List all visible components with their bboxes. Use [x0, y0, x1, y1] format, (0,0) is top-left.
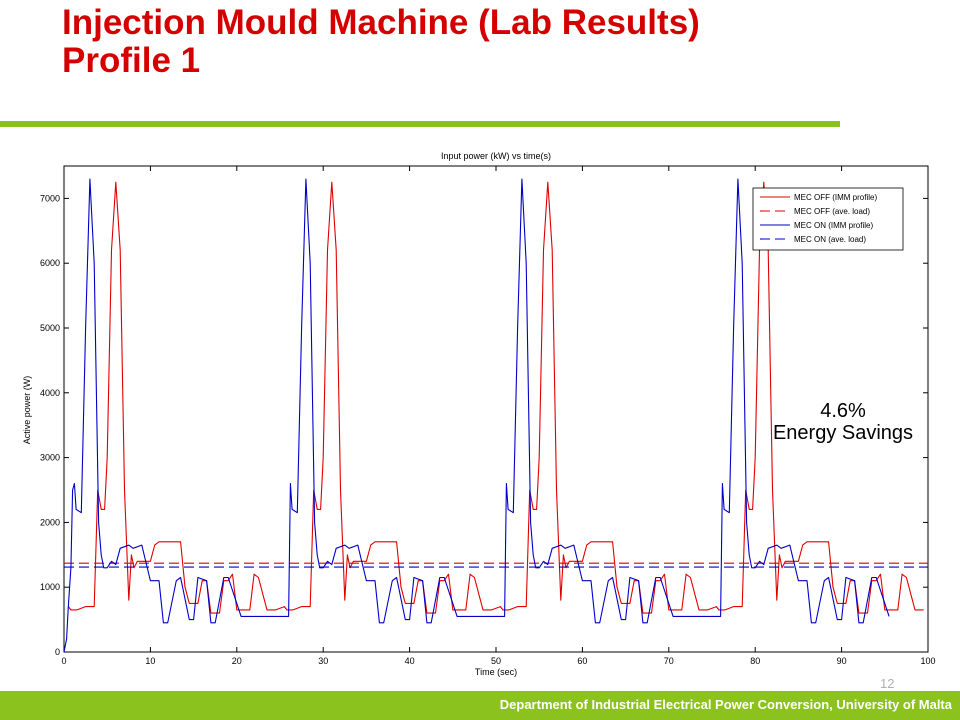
legend-label: MEC ON (ave. load) [794, 235, 866, 244]
y-tick-label: 7000 [40, 193, 60, 203]
x-tick-label: 20 [232, 656, 242, 666]
x-tick-label: 70 [664, 656, 674, 666]
y-tick-label: 5000 [40, 323, 60, 333]
series-layer [64, 178, 928, 652]
savings-percent: 4.6% [820, 400, 866, 422]
y-tick-label: 0 [55, 647, 60, 657]
x-tick-label: 100 [920, 656, 935, 666]
footer-text: Department of Industrial Electrical Powe… [499, 697, 952, 712]
x-tick-label: 60 [577, 656, 587, 666]
y-tick-label: 3000 [40, 453, 60, 463]
legend-label: MEC ON (IMM profile) [794, 221, 873, 230]
slide-title: Injection Mould Machine (Lab Results) Pr… [62, 4, 882, 80]
x-tick-label: 40 [405, 656, 415, 666]
legend-label: MEC OFF (IMM profile) [794, 193, 877, 202]
title-underline [0, 121, 840, 127]
y-axis-label: Active power (W) [22, 376, 32, 445]
x-tick-label: 50 [491, 656, 501, 666]
y-axis-ticks: 0 1000 2000 3000 4000 5000 6000 7000 [40, 193, 928, 657]
x-tick-label: 10 [145, 656, 155, 666]
legend-items: MEC OFF (IMM profile) MEC OFF (ave. load)… [760, 193, 877, 244]
legend-box [752, 187, 904, 251]
y-tick-label: 1000 [40, 582, 60, 592]
chart-legend: MEC OFF (IMM profile) MEC OFF (ave. load)… [752, 187, 904, 251]
slide-title-line-1: Injection Mould Machine (Lab Results) [62, 3, 700, 42]
page-number: 12 [880, 676, 895, 691]
y-tick-label: 2000 [40, 517, 60, 527]
series-mec-on-imm-profile [64, 178, 890, 652]
plot-clip [64, 178, 928, 652]
y-tick-label: 4000 [40, 388, 60, 398]
series-mec-off-imm-profile [67, 181, 924, 614]
savings-label: Energy Savings [773, 422, 913, 444]
legend-label: MEC OFF (ave. load) [794, 207, 870, 216]
x-axis-label: Time (sec) [475, 667, 517, 677]
slide-title-line-2: Profile 1 [62, 41, 201, 80]
x-tick-label: 0 [61, 656, 66, 666]
x-tick-label: 90 [837, 656, 847, 666]
chart-title: Input power (kW) vs time(s) [441, 151, 551, 161]
y-tick-label: 6000 [40, 258, 60, 268]
x-axis-ticks: 0 10 20 30 40 50 60 70 80 90 100 [61, 166, 936, 666]
x-tick-label: 30 [318, 656, 328, 666]
power-chart: Input power (kW) vs time(s) 010002000300… [22, 151, 936, 677]
x-tick-label: 80 [750, 656, 760, 666]
footer-bar: Department of Industrial Electrical Powe… [0, 691, 960, 720]
